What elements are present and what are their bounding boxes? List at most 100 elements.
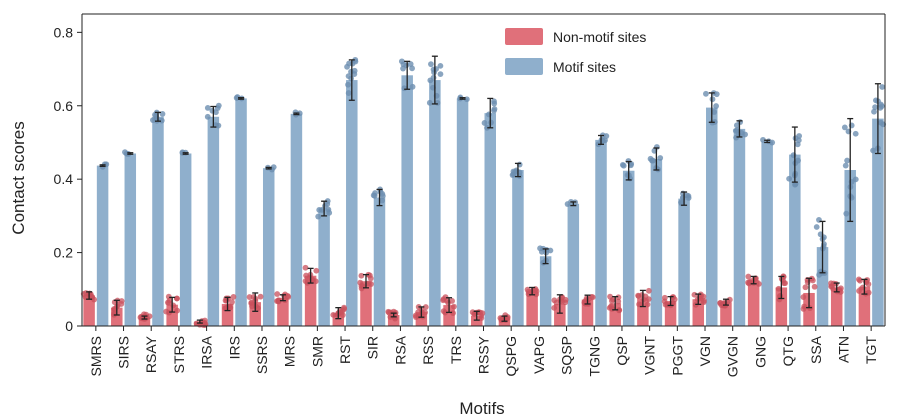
point-nonmotif-sir [368,281,374,287]
point-nonmotif-irs [229,299,235,305]
point-motif-vgn [711,109,718,115]
point-motif-rssy [491,98,497,105]
errorbar-nonmotif-rss [418,306,425,318]
point-motif-vgnt [649,157,655,164]
bar-motif-rss [429,80,441,326]
point-nonmotif-vapg [532,287,538,294]
x-tick-label-tgt: TGT [863,336,879,364]
point-nonmotif-ssa [800,306,807,312]
point-nonmotif-pggt [664,301,671,308]
point-motif-atn [843,210,850,217]
errorbar-nonmotif-irsa [196,319,203,324]
bar-motif-rsa [401,75,413,326]
errorbar-nonmotif-irs [224,296,231,312]
errorbar-nonmotif-vgn [695,293,702,305]
point-nonmotif-qsp [607,293,613,300]
point-nonmotif-qsp [615,294,622,301]
errorbar-motif-irsa [210,105,217,128]
x-tick-label-sirs: SIRS [116,336,132,369]
point-nonmotif-ssrs [249,303,255,310]
y-tick-label: 0.4 [54,171,74,187]
errorbar-motif-gvgn [736,120,743,138]
point-motif-rss [426,99,433,106]
bar-motif-sirs [124,153,137,326]
bar-nonmotif-gvgn [720,302,732,326]
x-tick-label-ssrs: SSRS [254,336,270,374]
x-tick-label-sqsp: SQSP [559,336,575,375]
bar-motif-gvgn [733,128,746,326]
x-tick-label-rst: RST [337,336,353,364]
legend-label-non-motif: Non-motif sites [553,29,646,45]
point-motif-rsa [398,58,405,65]
errorbar-nonmotif-mrs [279,294,286,302]
point-nonmotif-rss [413,314,419,320]
bar-motif-atn [844,170,856,326]
point-nonmotif-gvgn [717,300,724,306]
bar-nonmotif-trs [443,305,455,326]
errorbar-nonmotif-atn [833,282,840,293]
point-nonmotif-qtg [775,285,782,292]
x-tick-label-gvgn: GVGN [725,336,741,377]
errorbar-nonmotif-vapg [529,286,536,296]
x-tick-label-vgn: VGN [697,336,713,366]
point-motif-rsa [409,65,415,72]
bar-nonmotif-qtg [775,287,788,326]
errorbar-motif-rsay [154,111,161,122]
point-nonmotif-mrs [275,297,282,304]
point-motif-tgt [871,108,877,115]
point-nonmotif-sir [358,283,365,289]
bar-motif-ssrs [262,168,275,326]
point-nonmotif-vgnt [636,301,643,308]
x-axis-title: Motifs [459,399,504,418]
point-nonmotif-mrs [274,291,281,297]
errorbar-motif-qtg [791,126,798,183]
point-motif-rss [431,69,437,76]
point-nonmotif-ssrs [255,305,261,312]
point-motif-rst [346,60,352,67]
point-motif-vgn [709,96,716,103]
point-nonmotif-atn [828,283,835,290]
errorbar-motif-gng [764,139,771,144]
point-nonmotif-rss [422,304,429,310]
bar-motif-tgng [595,139,607,326]
bar-nonmotif-sirs [111,307,123,326]
point-motif-tgt [879,84,886,90]
bar-nonmotif-sir [360,281,372,326]
point-motif-vgnt [657,155,664,161]
errorbar-motif-rssy [487,97,494,129]
bar-motif-pggt [678,198,690,326]
errorbar-nonmotif-smr [307,267,314,284]
point-motif-rsa [409,83,416,90]
bar-motif-vgn [706,107,718,326]
point-motif-rsa [400,65,406,72]
point-motif-ssa [813,224,820,230]
point-nonmotif-ssa [800,294,807,300]
point-motif-atn [841,124,848,131]
point-motif-atn [848,178,855,185]
errorbar-motif-sirs [127,152,134,155]
point-motif-vgn [711,119,718,125]
bar-motif-ssa [816,247,829,326]
point-nonmotif-vgnt [644,301,651,308]
point-nonmotif-ssrs [246,294,253,300]
bar-nonmotif-vapg [526,291,538,326]
point-nonmotif-strs [174,307,181,314]
errorbar-nonmotif-gvgn [722,298,729,306]
point-motif-atn [852,130,859,137]
point-motif-irs [238,95,245,102]
x-tick-label-sir: SIR [365,336,381,359]
errorbar-motif-vapg [542,248,549,265]
point-nonmotif-smr [302,278,309,284]
point-nonmotif-qsp [615,298,622,305]
errorbar-nonmotif-ssa [806,277,813,309]
point-motif-tgt [877,104,884,111]
errorbar-nonmotif-rst [335,306,342,320]
x-tick-label-smr: SMR [309,336,325,367]
legend-swatch-non-motif [505,28,543,45]
point-motif-ssa [820,243,827,250]
point-motif-gvgn [732,127,739,134]
bar-nonmotif-smrs [83,295,95,326]
x-tick-label-strs: STRS [171,336,187,373]
point-motif-irsa [215,102,222,109]
bar-motif-sqsp [567,203,580,326]
